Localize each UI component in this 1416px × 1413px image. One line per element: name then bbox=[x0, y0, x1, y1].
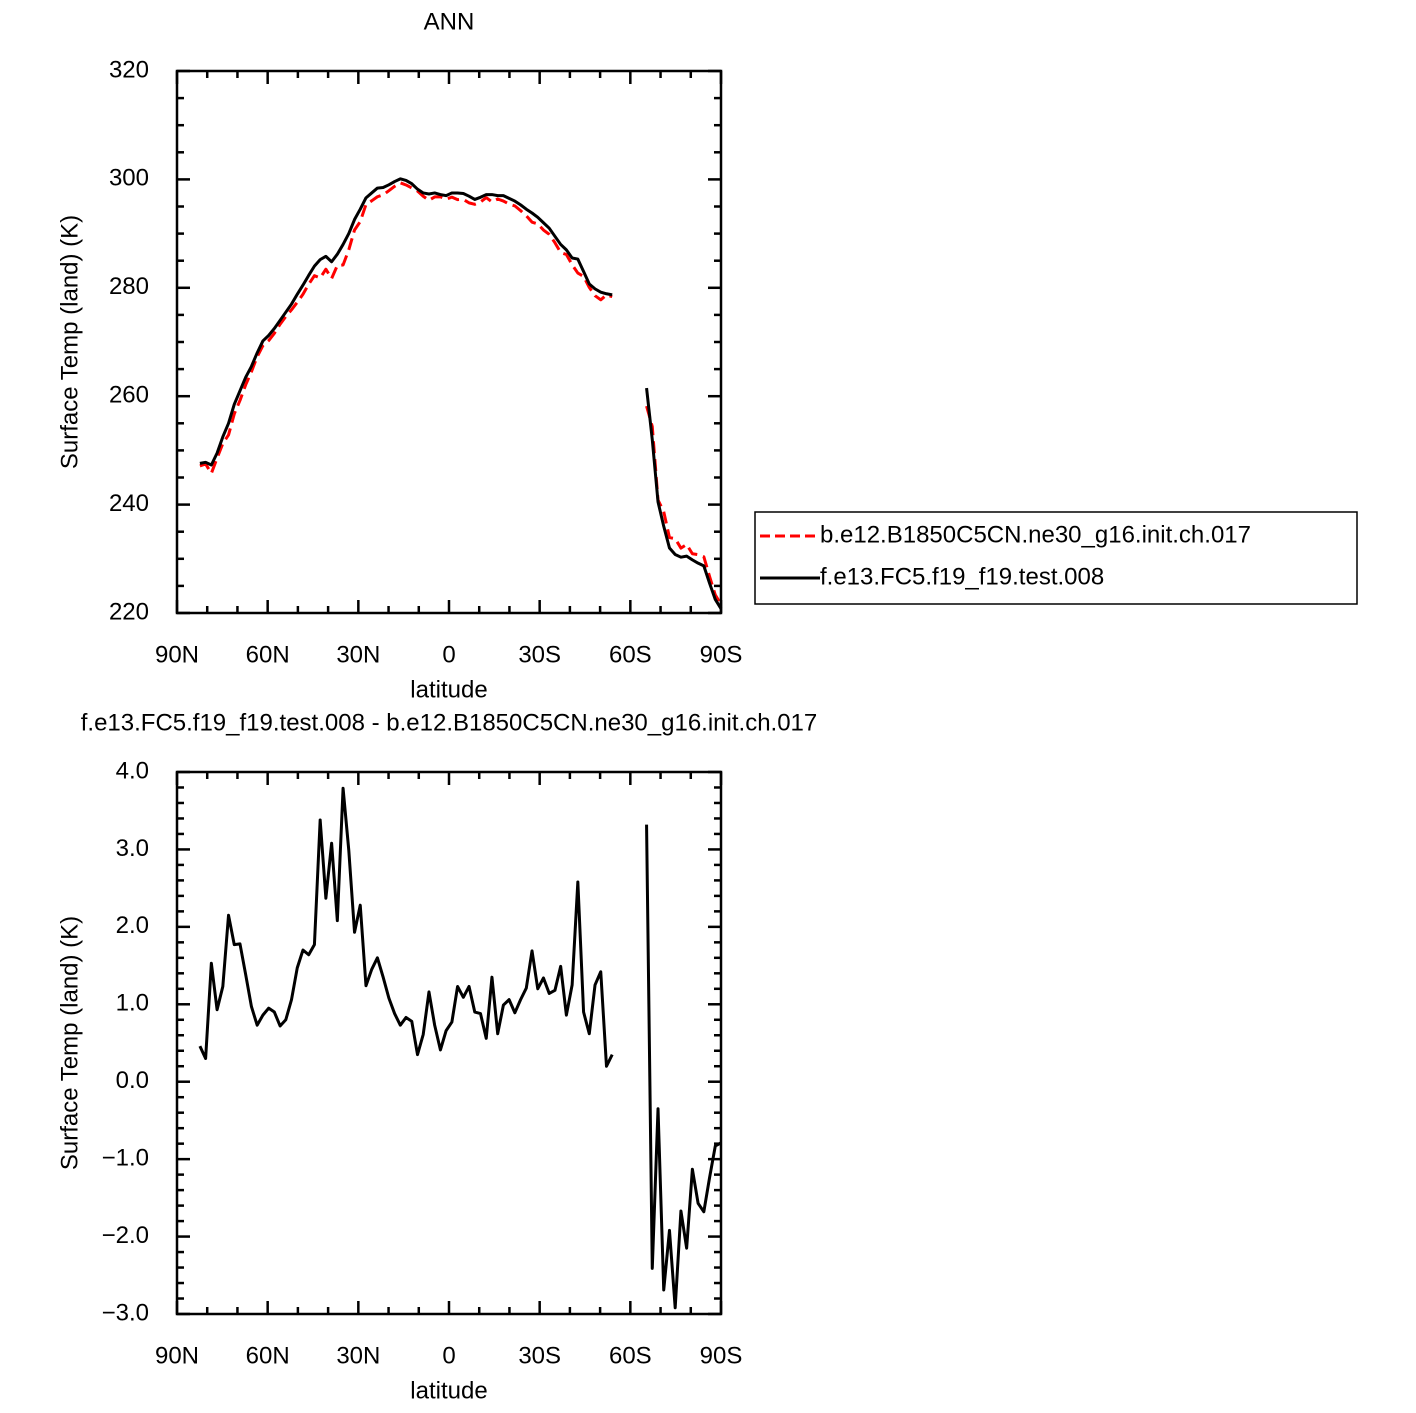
plot-frame bbox=[175, 770, 723, 1316]
data-line bbox=[199, 181, 723, 606]
y-tick-label: 240 bbox=[109, 490, 149, 517]
y-axis-label: Surface Temp (land) (K) bbox=[56, 215, 83, 469]
chart-title: ANN bbox=[424, 8, 475, 35]
data-line bbox=[198, 786, 722, 1310]
y-tick-label: −2.0 bbox=[102, 1222, 149, 1249]
y-tick-label: 0.0 bbox=[116, 1067, 149, 1094]
y-axis-label: Surface Temp (land) (K) bbox=[56, 916, 83, 1170]
y-tick-label: 280 bbox=[109, 273, 149, 300]
legend-label: f.e13.FC5.f19_f19.test.008 bbox=[820, 563, 1104, 590]
y-tick-label: 320 bbox=[109, 56, 149, 83]
plot-frame bbox=[175, 69, 723, 615]
data-line bbox=[199, 177, 723, 610]
x-tick-label: 90S bbox=[700, 641, 743, 668]
legend: b.e12.B1850C5CN.ne30_g16.init.ch.017 f.e1… bbox=[754, 511, 1358, 605]
x-tick-label: 60N bbox=[246, 641, 290, 668]
y-tick-label: 3.0 bbox=[116, 835, 149, 862]
x-tick-label: 0 bbox=[442, 1342, 455, 1369]
x-tick-label: 90S bbox=[700, 1342, 743, 1369]
y-tick-label: 2.0 bbox=[116, 912, 149, 939]
x-tick-label: 30S bbox=[518, 1342, 561, 1369]
y-tick-label: 1.0 bbox=[116, 990, 149, 1017]
x-axis-label: latitude bbox=[410, 1377, 487, 1404]
y-tick-label: −1.0 bbox=[102, 1144, 149, 1171]
y-tick-label: 260 bbox=[109, 382, 149, 409]
legend-box bbox=[754, 511, 1358, 605]
x-axis-label: latitude bbox=[410, 676, 487, 703]
y-tick-label: 220 bbox=[109, 598, 149, 625]
x-tick-label: 90N bbox=[155, 1342, 199, 1369]
x-tick-label: 60S bbox=[609, 1342, 652, 1369]
x-tick-label: 90N bbox=[155, 641, 199, 668]
x-tick-label: 30N bbox=[336, 641, 380, 668]
x-tick-label: 60N bbox=[246, 1342, 290, 1369]
chart-title: f.e13.FC5.f19_f19.test.008 - b.e12.B1850… bbox=[81, 709, 818, 736]
y-tick-label: −3.0 bbox=[102, 1299, 149, 1326]
y-tick-label: 300 bbox=[109, 165, 149, 192]
x-tick-label: 30S bbox=[518, 641, 561, 668]
legend-label: b.e12.B1850C5CN.ne30_g16.init.ch.017 bbox=[820, 521, 1251, 548]
x-tick-label: 0 bbox=[442, 641, 455, 668]
x-tick-label: 30N bbox=[336, 1342, 380, 1369]
y-tick-label: 4.0 bbox=[116, 757, 149, 784]
x-tick-label: 60S bbox=[609, 641, 652, 668]
